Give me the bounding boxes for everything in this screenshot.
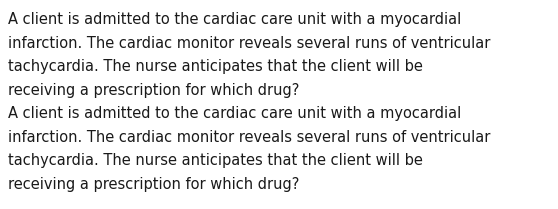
Text: tachycardia. The nurse anticipates that the client will be: tachycardia. The nurse anticipates that …: [8, 59, 423, 74]
Text: A client is admitted to the cardiac care unit with a myocardial: A client is admitted to the cardiac care…: [8, 12, 461, 27]
Text: tachycardia. The nurse anticipates that the client will be: tachycardia. The nurse anticipates that …: [8, 153, 423, 168]
Text: infarction. The cardiac monitor reveals several runs of ventricular: infarction. The cardiac monitor reveals …: [8, 130, 490, 144]
Text: receiving a prescription for which drug?: receiving a prescription for which drug?: [8, 176, 300, 191]
Text: infarction. The cardiac monitor reveals several runs of ventricular: infarction. The cardiac monitor reveals …: [8, 36, 490, 51]
Text: receiving a prescription for which drug?: receiving a prescription for which drug?: [8, 83, 300, 98]
Text: A client is admitted to the cardiac care unit with a myocardial: A client is admitted to the cardiac care…: [8, 106, 461, 121]
